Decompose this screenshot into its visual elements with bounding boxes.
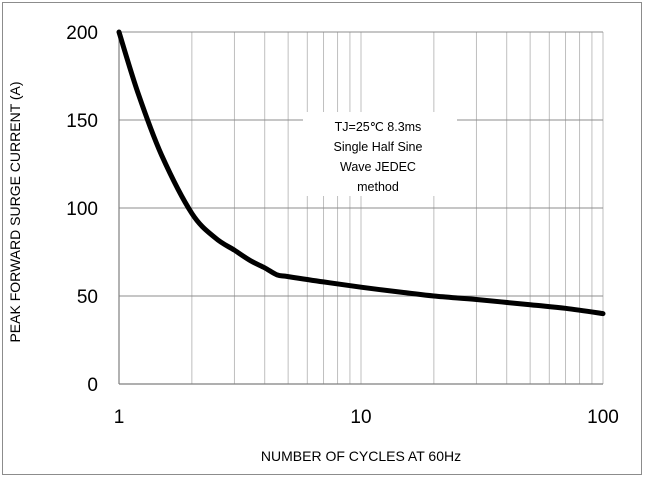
axes	[118, 32, 603, 385]
y-tick-label: 200	[66, 23, 98, 44]
annotation-line-4: method	[357, 180, 399, 194]
y-axis-label: PEAK FORWARD SURGE CURRENT (A)	[7, 81, 23, 342]
x-tick-label: 100	[587, 407, 619, 428]
annotation-line-3: Wave JEDEC	[340, 160, 416, 174]
y-tick-label: 100	[66, 199, 98, 220]
x-tick-label: 10	[350, 407, 371, 428]
y-tick-label: 50	[77, 287, 98, 308]
y-tick-label: 0	[87, 375, 98, 396]
x-tick-labels: 1 10 100	[114, 407, 619, 428]
x-tick-label: 1	[114, 407, 125, 428]
surge-current-curve	[116, 29, 606, 317]
annotation-line-2: Single Half Sine	[334, 140, 423, 154]
annotation-line-1: TJ=25℃ 8.3ms	[335, 120, 422, 134]
y-tick-labels: 0 50 100 150 200	[66, 23, 98, 396]
x-axis-label: NUMBER OF CYCLES AT 60Hz	[261, 448, 461, 464]
y-tick-label: 150	[66, 111, 98, 132]
chart-frame	[2, 2, 642, 475]
grid-lines	[119, 31, 604, 384]
annotation-box: TJ=25℃ 8.3ms Single Half Sine Wave JEDEC…	[303, 112, 457, 196]
